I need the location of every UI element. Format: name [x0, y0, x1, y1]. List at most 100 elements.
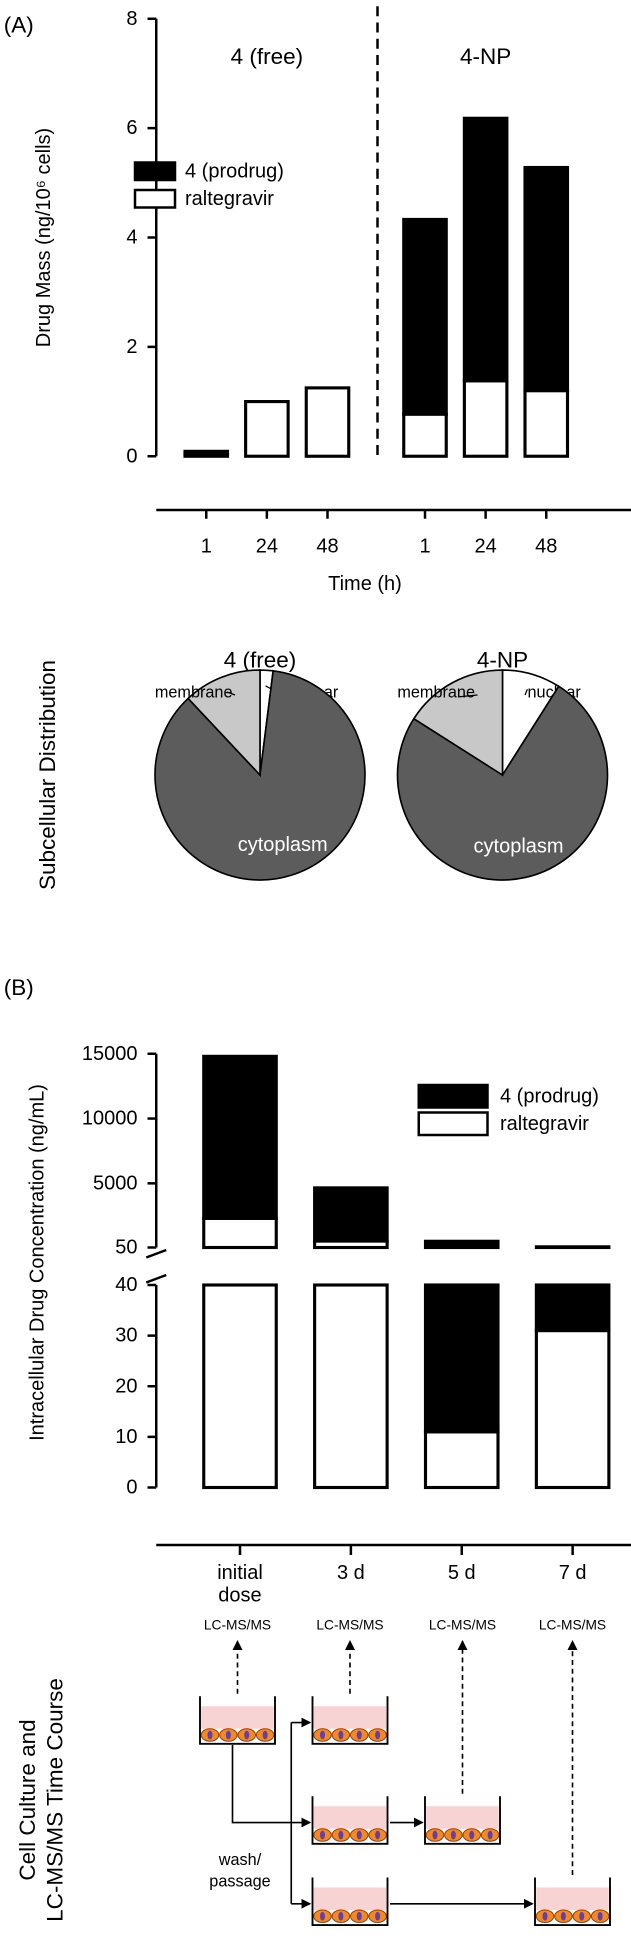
- medium: [313, 1887, 387, 1910]
- medium: [426, 1806, 499, 1829]
- nucleus: [375, 1911, 381, 1921]
- nucleus: [225, 1730, 231, 1740]
- well-wall: [534, 1877, 611, 1926]
- x-tick-label-box: 7 d: [558, 1562, 587, 1584]
- y-tick-label: 8: [126, 8, 137, 30]
- arrows: [231, 1640, 578, 1909]
- y-tick-label: 4: [126, 227, 137, 249]
- well-wall: [311, 1696, 389, 1745]
- nucleus: [375, 1730, 381, 1740]
- assay-label: LC-MS/MS: [429, 1618, 496, 1633]
- nucleus: [560, 1911, 566, 1921]
- x-tick-label: 3 d: [336, 1562, 365, 1584]
- well-wall: [311, 1877, 389, 1926]
- assay-label: LC-MS/MS: [539, 1618, 606, 1633]
- pie-slice: [412, 669, 504, 777]
- bar: [402, 217, 448, 416]
- well-wall: [424, 1796, 501, 1845]
- slice-label: cytoplasm: [238, 834, 328, 856]
- leader-line: [524, 689, 528, 696]
- panel-label: (B): [4, 975, 34, 1000]
- slice-label: membrane: [155, 684, 233, 702]
- bar: [313, 1283, 389, 1490]
- step-label: passage: [209, 1872, 270, 1890]
- well: [534, 1877, 611, 1926]
- slice-label: cytoplasm: [474, 836, 564, 858]
- step-label: wash/: [218, 1851, 262, 1869]
- y-axis-label: Drug Mass (ng/10⁶ cells): [33, 128, 55, 347]
- side-label: LC-MS/MS Time Course: [43, 1678, 68, 1922]
- nucleus: [320, 1730, 325, 1740]
- well: [311, 1796, 389, 1845]
- nucleus: [542, 1911, 548, 1921]
- pie-title: 4 (free): [224, 648, 297, 673]
- legend-label: raltegravir: [185, 188, 274, 210]
- pie-title: 4-NP: [477, 648, 528, 673]
- nucleus: [356, 1730, 362, 1740]
- y-tick-label: 40: [115, 1274, 137, 1296]
- medium: [313, 1706, 387, 1729]
- legend-swatch: [133, 161, 177, 182]
- content: (A) (B) Subcellular Distribution Cell Cu…: [4, 6, 631, 1926]
- legend-swatch: [133, 188, 177, 209]
- bar: [462, 379, 509, 458]
- assay-label: LC-MS/MS: [316, 1618, 383, 1633]
- bar: [313, 1186, 389, 1243]
- bar: [402, 412, 448, 458]
- x-tick-label: 48: [316, 535, 338, 557]
- nucleus: [207, 1730, 213, 1740]
- bar: [523, 165, 570, 393]
- nucleus: [262, 1730, 268, 1740]
- nucleus: [375, 1830, 381, 1840]
- bar: [183, 449, 230, 457]
- well-wall: [199, 1696, 276, 1745]
- bar: [202, 1283, 278, 1490]
- group-label: 4 (free): [231, 44, 304, 69]
- nucleus: [338, 1911, 344, 1921]
- pie-slice: [186, 669, 261, 778]
- group-label: 4-NP: [460, 44, 511, 69]
- y-tick-label: 10000: [82, 1108, 138, 1130]
- y-tick-label: 6: [126, 117, 137, 139]
- bar: [534, 1245, 611, 1250]
- nucleus: [320, 1830, 325, 1840]
- x-tick-label: 7 d: [558, 1562, 587, 1584]
- y-tick-label: 20: [115, 1375, 137, 1397]
- medium: [536, 1887, 609, 1910]
- nucleus: [579, 1911, 585, 1921]
- x-tick-label: 1: [201, 535, 212, 557]
- nucleus: [244, 1730, 250, 1740]
- legend-swatch: [417, 1083, 489, 1109]
- y-tick-label: 30: [115, 1325, 137, 1347]
- y-tick-label: 50: [115, 1237, 137, 1259]
- x-tick-label: 24: [475, 535, 497, 557]
- x-tick-label: 5 d: [447, 1562, 476, 1584]
- arrow: [231, 1745, 312, 1828]
- y-tick-label: 10: [115, 1426, 137, 1448]
- x-tick-label: 1: [419, 535, 430, 557]
- well-wall: [311, 1796, 389, 1845]
- pie-slice: [396, 685, 609, 881]
- panel-label: (A): [4, 13, 34, 38]
- nucleus: [338, 1730, 344, 1740]
- nucleus: [338, 1830, 344, 1840]
- well: [199, 1696, 276, 1745]
- leader-line: [459, 694, 478, 698]
- y-tick-label: 5000: [93, 1172, 138, 1194]
- legend-label: raltegravir: [500, 1113, 589, 1135]
- legend-swatch: [417, 1111, 489, 1137]
- slice-label: membrane: [397, 684, 475, 702]
- x-tick-label: initial dose: [217, 1562, 263, 1607]
- side-label: Cell Culture and: [15, 1719, 40, 1880]
- bar: [423, 1239, 500, 1250]
- axis-break: [145, 1248, 167, 1259]
- side-label: Subcellular Distribution: [35, 660, 60, 890]
- x-tick-label: 24: [256, 535, 278, 557]
- nucleus: [487, 1830, 493, 1840]
- x-tick-label-box: 3 d: [336, 1562, 365, 1584]
- bar: [244, 400, 290, 458]
- bar: [534, 1283, 611, 1333]
- bar: [523, 389, 570, 458]
- legend-label: 4 (prodrug): [500, 1085, 599, 1107]
- medium: [313, 1806, 387, 1829]
